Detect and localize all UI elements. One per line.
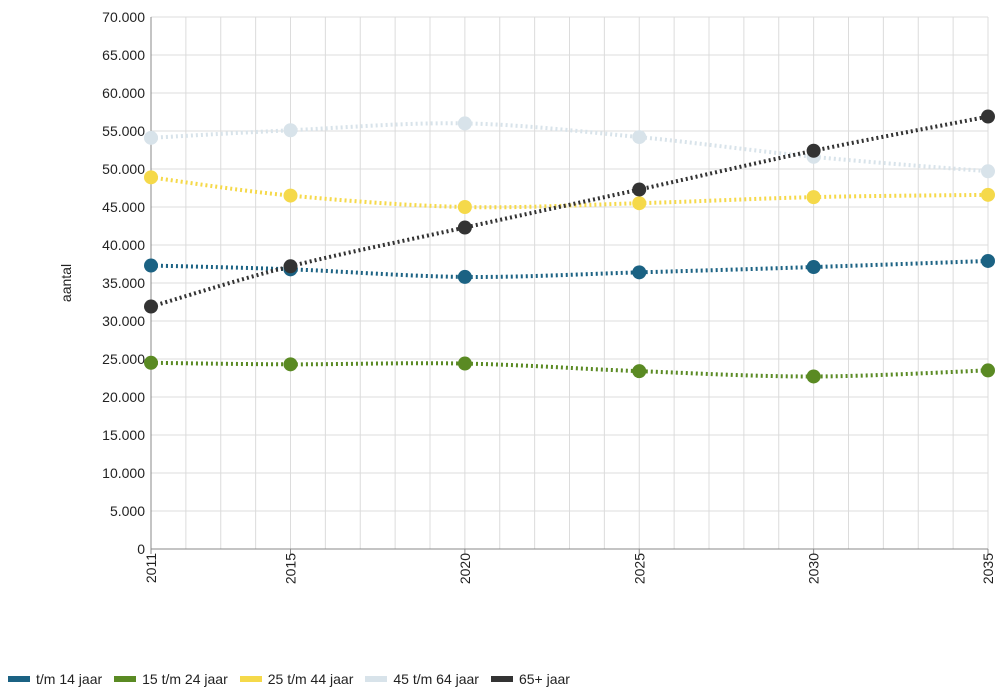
data-point[interactable]: [457, 116, 472, 131]
x-axis: 2011 2015 2020 2025 2030 2035: [143, 548, 996, 584]
data-point[interactable]: [981, 253, 995, 268]
data-point[interactable]: [632, 130, 647, 145]
data-point[interactable]: [283, 357, 298, 372]
series-line-4: [150, 114, 989, 309]
y-tick-label: 45.000: [102, 199, 145, 215]
data-point[interactable]: [144, 355, 158, 370]
legend-swatch: [365, 676, 388, 682]
y-tick-label: 35.000: [102, 275, 145, 291]
legend-label: t/m 14 jaar: [36, 671, 103, 687]
legend-label: 25 t/m 44 jaar: [267, 671, 354, 687]
data-point[interactable]: [806, 143, 821, 158]
series-line-3: [150, 121, 989, 174]
data-point[interactable]: [144, 299, 158, 314]
x-tick-label: 2025: [631, 553, 647, 584]
y-tick-label: 50.000: [102, 161, 145, 177]
legend-item[interactable]: t/m 14 jaar: [8, 671, 102, 687]
legend-item[interactable]: 45 t/m 64 jaar: [365, 671, 479, 687]
x-tick-label: 2035: [980, 553, 996, 584]
x-tick-label: 2015: [283, 553, 299, 584]
y-tick-label: 40.000: [102, 237, 145, 253]
data-point[interactable]: [806, 260, 821, 275]
y-tick-label: 25.000: [102, 351, 145, 367]
legend-swatch: [239, 676, 262, 682]
y-tick-label: 0: [137, 541, 145, 557]
data-point[interactable]: [457, 220, 472, 235]
data-point[interactable]: [144, 170, 158, 185]
data-point[interactable]: [981, 363, 995, 378]
data-point[interactable]: [981, 187, 995, 202]
data-point[interactable]: [632, 182, 647, 197]
legend-item[interactable]: 15 t/m 24 jaar: [114, 671, 228, 687]
data-point[interactable]: [632, 196, 647, 211]
data-point[interactable]: [981, 164, 995, 179]
y-tick-label: 65.000: [102, 47, 145, 63]
x-tick-label: 2030: [806, 553, 822, 584]
grid: [150, 16, 989, 550]
y-tick-label: 70.000: [102, 9, 145, 25]
data-point[interactable]: [632, 364, 647, 379]
legend-swatch: [490, 676, 513, 682]
data-point[interactable]: [144, 130, 158, 145]
data-point[interactable]: [632, 265, 647, 280]
data-point[interactable]: [283, 188, 298, 203]
data-point[interactable]: [283, 259, 298, 274]
y-tick-label: 10.000: [102, 465, 145, 481]
y-axis: 0 5.000 10.000 15.000 20.000 25.000 30.000 35.0…: [102, 9, 152, 557]
data-point[interactable]: [283, 123, 298, 138]
legend: t/m 14 jaar 15 t/m 24 jaar 25 t/m 44 jaar 4…: [8, 669, 582, 689]
y-tick-label: 60.000: [102, 85, 145, 101]
data-point[interactable]: [457, 356, 472, 371]
y-tick-label: 30.000: [102, 313, 145, 329]
y-tick-label: 15.000: [102, 427, 145, 443]
line-chart: 0 5.000 10.000 15.000 20.000 25.000 30.000 35.0…: [58, 9, 996, 584]
x-tick-label: 2011: [143, 553, 159, 583]
legend-item[interactable]: 65+ jaar: [490, 671, 570, 687]
data-point[interactable]: [981, 109, 995, 124]
series-points: [144, 109, 995, 384]
legend-label: 45 t/m 64 jaar: [393, 671, 479, 687]
y-tick-label: 5.000: [110, 503, 145, 519]
legend-swatch: [8, 676, 30, 682]
legend-label: 15 t/m 24 jaar: [142, 671, 228, 687]
data-point[interactable]: [457, 200, 472, 214]
y-tick-label: 55.000: [102, 123, 145, 139]
y-tick-label: 20.000: [102, 389, 145, 405]
data-point[interactable]: [144, 258, 158, 273]
x-tick-label: 2020: [457, 553, 473, 584]
data-point[interactable]: [806, 369, 821, 384]
data-point[interactable]: [806, 190, 821, 205]
legend-item[interactable]: 25 t/m 44 jaar: [239, 671, 354, 687]
y-axis-title: aantal: [58, 264, 74, 302]
legend-swatch: [114, 676, 137, 682]
data-point[interactable]: [457, 269, 472, 284]
legend-label: 65+ jaar: [518, 671, 570, 687]
